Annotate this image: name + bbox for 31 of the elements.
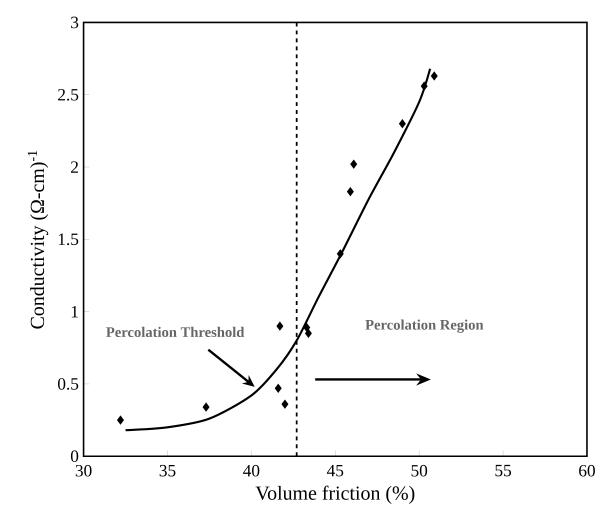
y-tick-label: 0 (70, 450, 78, 462)
point (420, 81, 428, 90)
point (274, 384, 282, 393)
x-tick-label: 35 (160, 464, 176, 476)
point (346, 186, 354, 196)
y-tick-label: 1.5 (58, 233, 78, 246)
point (202, 402, 210, 412)
y-tick-label: 3 (71, 16, 78, 28)
annotation: Percolation Threshold (106, 326, 244, 337)
point (117, 415, 124, 424)
point (430, 71, 438, 80)
x-tick-label: 55 (495, 464, 512, 476)
x-tick-label: 30 (76, 464, 92, 476)
x-tick-label: 45 (326, 464, 344, 476)
point (281, 400, 288, 409)
y-tick-label: 2 (71, 161, 78, 173)
point (398, 119, 406, 128)
y-tick-label: 0.5 (58, 378, 78, 390)
x-tick-label: 40 (243, 464, 260, 476)
x-tick-label: 50 (412, 464, 428, 476)
y-tick-label: 1 (72, 306, 78, 318)
y-tick-label: 2.5 (58, 88, 78, 100)
y-axis-title: Conductivity (Ω-cm)$^{-1}$ (28, 150, 48, 328)
point (304, 328, 312, 338)
x-axis-title: Volume friction (%) (256, 485, 414, 504)
point (276, 321, 284, 330)
annotation: Percolation Region (365, 319, 484, 333)
point (336, 249, 344, 258)
x-tick-label: 60 (579, 464, 595, 476)
point (350, 159, 358, 169)
point (303, 322, 310, 332)
